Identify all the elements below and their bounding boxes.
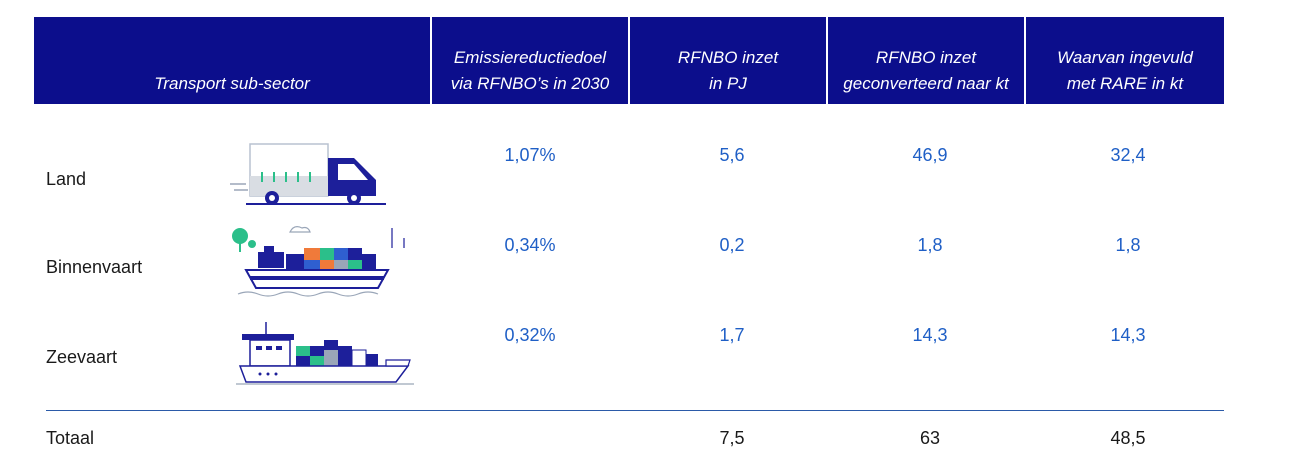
value-land-rare: 32,4 [1110, 145, 1146, 165]
value-binnenvaart-pj: 0,2 [719, 235, 745, 255]
container-ship-icon [236, 322, 414, 385]
header-separator [430, 17, 432, 104]
total-divider [46, 410, 1224, 411]
total-kt: 63 [919, 428, 941, 448]
total-label: Totaal [46, 428, 95, 448]
header-rfnbo-kt: RFNBO inzet geconverteerd naar kt [843, 48, 1009, 93]
row-label-land: Land [46, 169, 87, 189]
row-label-zeevaart: Zeevaart [46, 347, 118, 367]
value-zeevaart-kt: 14,3 [912, 325, 948, 345]
total-pj: 7,5 [719, 428, 745, 448]
header-emissiereductiedoel: Emissiereductiedoel via RFNBO’s in 2030 [450, 48, 610, 93]
truck-icon [230, 143, 386, 205]
value-land-emissie: 1,07% [504, 145, 556, 165]
header-rfnbo-pj: RFNBO inzet in PJ [677, 48, 779, 93]
value-binnenvaart-emissie: 0,34% [504, 235, 556, 255]
row-label-binnenvaart: Binnenvaart [46, 257, 143, 277]
value-land-kt: 46,9 [912, 145, 948, 165]
value-zeevaart-emissie: 0,32% [504, 325, 556, 345]
value-zeevaart-rare: 14,3 [1110, 325, 1146, 345]
header-transport-sub-sector: Transport sub-sector [154, 74, 310, 93]
header-separator [1024, 17, 1026, 104]
header-separator [628, 17, 630, 104]
value-binnenvaart-kt: 1,8 [917, 235, 943, 255]
header-separator [826, 17, 828, 104]
value-binnenvaart-rare: 1,8 [1115, 235, 1141, 255]
total-rare: 48,5 [1110, 428, 1146, 448]
table-header: Transport sub-sector Emissiereductiedoel… [34, 17, 1224, 104]
barge-icon [232, 226, 405, 297]
value-zeevaart-pj: 1,7 [719, 325, 745, 345]
header-rare-kt: Waarvan ingevuld met RARE in kt [1057, 48, 1193, 93]
value-land-pj: 5,6 [719, 145, 745, 165]
